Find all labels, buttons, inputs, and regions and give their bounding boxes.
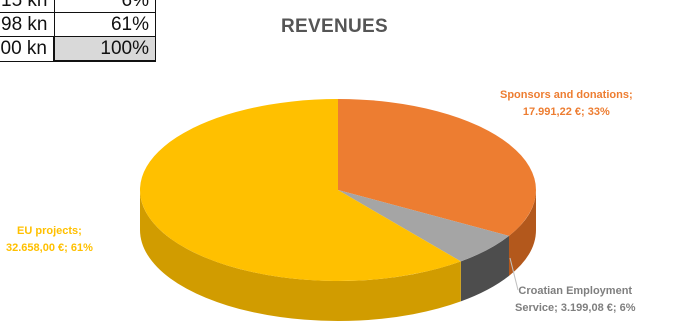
- slice-label-line: EU projects;: [17, 225, 82, 237]
- pie-side-eu-projects: [140, 190, 461, 321]
- slice-label-eu-projects: EU projects; 32.658,00 €; 61%: [6, 223, 93, 257]
- pie-slice-croatian-employment-service: [338, 190, 509, 262]
- table-row-total: 00 kn 100%: [0, 36, 156, 62]
- table-cell-percent: 61%: [53, 12, 156, 37]
- slice-label-sponsors: Sponsors and donations; 17.991,22 €; 33%: [500, 87, 633, 121]
- slice-label-line: Service; 3.199,08 €; 6%: [515, 302, 636, 314]
- leader-line: [509, 257, 519, 291]
- pie-slice-eu-projects: [139, 99, 461, 281]
- slice-label-line: Sponsors and donations;: [500, 89, 633, 101]
- table-cell-percent: 100%: [53, 36, 156, 62]
- revenue-table: 15 kn 6% 98 kn 61% 00 kn 100%: [0, 0, 156, 62]
- slice-label-line: Croatian Employment: [518, 285, 633, 297]
- table-cell-amount: 00 kn: [0, 36, 55, 62]
- slice-label-employment: Croatian Employment Service; 3.199,08 €;…: [515, 283, 635, 317]
- table-cell-amount: 98 kn: [0, 12, 55, 37]
- pie-side-sponsors-and-donations: [508, 190, 536, 276]
- slice-label-line: 17.991,22 €; 33%: [522, 106, 610, 118]
- pie-side-croatian-employment-service: [460, 235, 509, 302]
- chart-title: REVENUES: [281, 16, 388, 37]
- revenue-table-fragment: 15 kn 6% 98 kn 61% 00 kn 100%: [0, 0, 156, 62]
- slice-label-line: 32.658,00 €; 61%: [6, 242, 93, 254]
- pie-slice-sponsors-and-donations: [338, 99, 536, 236]
- table-row: 98 kn 61%: [0, 12, 156, 37]
